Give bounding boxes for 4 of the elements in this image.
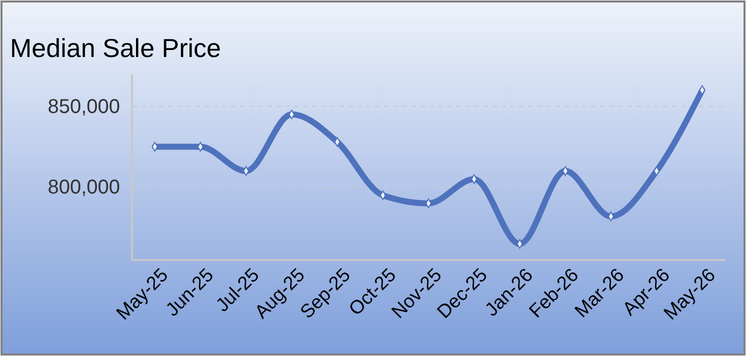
y-tick-label: 850,000 [48,96,120,118]
point [425,198,432,208]
y-tick-label: 800,000 [48,176,120,199]
chart-title: Median Sale Price [10,33,221,63]
